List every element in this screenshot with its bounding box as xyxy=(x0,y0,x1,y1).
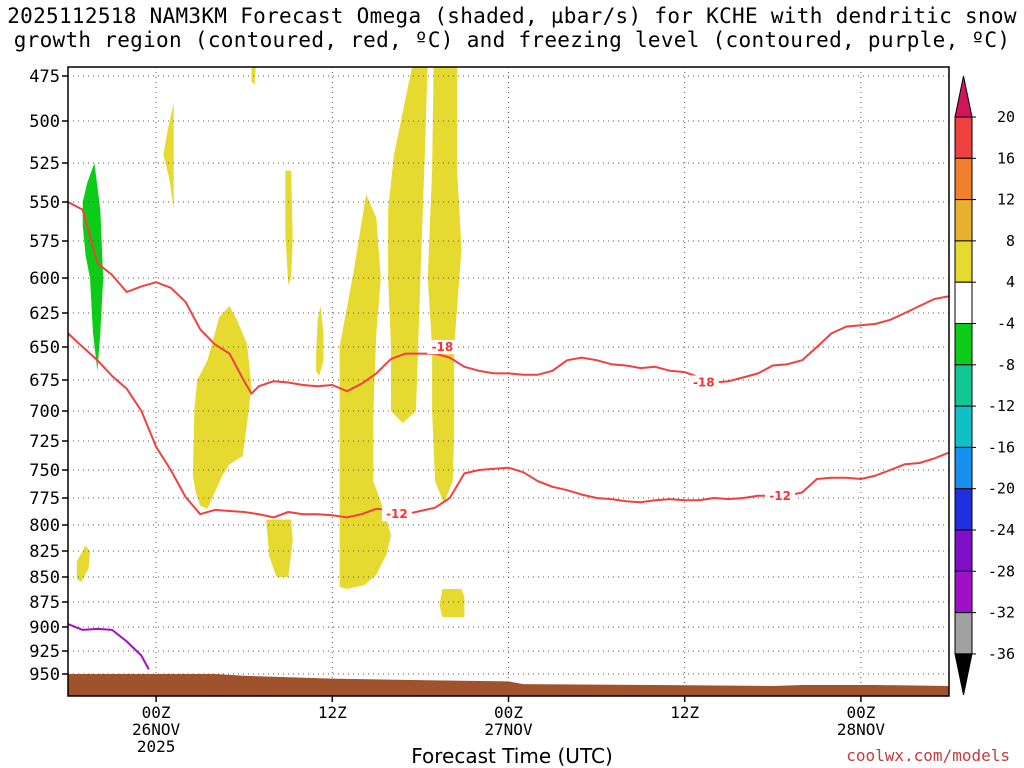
x-tick-label: 12Z xyxy=(670,703,699,722)
pressure-axis: 475 500 525 550 575 600 625 650 675 700 725 750 775 8… xyxy=(29,67,68,685)
contour-label-bg xyxy=(427,340,458,354)
colorbar-label: 4 xyxy=(1006,273,1015,291)
chart-title: 2025112518 NAM3KM Forecast Omega (shaded… xyxy=(0,4,1024,52)
colorbar-box-0 xyxy=(954,116,973,159)
x-tick-label: 12Z xyxy=(318,703,347,722)
x-tick-year: 2025 xyxy=(137,737,176,756)
y-tick-label: 550 xyxy=(29,193,60,213)
colorbar-box-10 xyxy=(954,529,973,572)
omega-region-5 xyxy=(285,170,293,285)
colorbar-box-11 xyxy=(954,570,973,614)
y-tick-label: 900 xyxy=(29,618,60,638)
contour-line-0 xyxy=(68,201,949,395)
contour-label: -18 xyxy=(432,340,454,354)
colorbar-box-4 xyxy=(954,281,973,325)
x-tick-label: 00Z xyxy=(142,703,171,722)
omega-region-11 xyxy=(82,163,104,371)
omega-shading-layer xyxy=(76,67,465,617)
y-tick-label: 825 xyxy=(29,542,60,562)
colorbar-label: -20 xyxy=(988,480,1015,498)
y-tick-label: 575 xyxy=(29,232,60,252)
y-tick-label: 650 xyxy=(29,338,60,358)
omega-region-2 xyxy=(427,67,462,504)
y-tick-label: 850 xyxy=(29,568,60,588)
colorbar-top-arrow xyxy=(954,75,973,118)
omega-region-7 xyxy=(192,306,252,509)
ground-fill xyxy=(68,674,949,696)
contour-label: -18 xyxy=(693,375,715,389)
omega-region-6 xyxy=(316,306,324,376)
colorbar-box-1 xyxy=(954,157,973,201)
colorbar-bottom-arrow xyxy=(954,653,973,696)
omega-region-0 xyxy=(339,194,391,589)
y-tick-label: 875 xyxy=(29,593,60,613)
y-tick-label: 525 xyxy=(29,154,60,174)
colorbar-box-12 xyxy=(954,612,973,655)
y-tick-label: 625 xyxy=(29,304,60,324)
contour-line-1 xyxy=(68,332,949,519)
colorbar-label: 8 xyxy=(1006,232,1015,250)
contour-label: -12 xyxy=(386,507,408,521)
contour-label-bg xyxy=(765,488,796,503)
colorbar-label: 16 xyxy=(997,149,1015,167)
omega-region-3 xyxy=(251,67,256,85)
contour-label: -12 xyxy=(769,489,791,503)
y-tick-label: 500 xyxy=(29,112,60,132)
y-tick-label: 750 xyxy=(29,461,60,481)
omega-region-9 xyxy=(76,545,90,582)
contour-label-bg xyxy=(688,375,719,390)
title-line-1: 2025112518 NAM3KM Forecast Omega (shaded… xyxy=(7,4,1017,28)
colorbar-box-6 xyxy=(954,364,973,407)
colorbar-label: 20 xyxy=(997,108,1015,126)
x-axis-label: Forecast Time (UTC) xyxy=(411,744,613,768)
omega-region-10 xyxy=(439,589,465,617)
title-line-2: growth region (contoured, red, ºC) and f… xyxy=(13,28,1011,52)
y-tick-label: 800 xyxy=(29,516,60,536)
colorbar-box-3 xyxy=(954,240,973,283)
omega-region-8 xyxy=(266,519,293,577)
colorbar-box-8 xyxy=(954,446,973,490)
y-tick-label: 950 xyxy=(29,665,60,685)
colorbar-label: -12 xyxy=(988,397,1015,415)
colorbar-label: -16 xyxy=(988,438,1015,456)
colorbar-label: -36 xyxy=(988,645,1015,663)
x-tick-label: 00Z xyxy=(494,703,523,722)
y-tick-label: 725 xyxy=(29,432,60,452)
colorbar-label: -8 xyxy=(997,356,1015,374)
y-tick-label: 600 xyxy=(29,269,60,289)
colorbar-label: -28 xyxy=(988,562,1015,580)
contour-line-2 xyxy=(68,623,150,670)
y-tick-label: 775 xyxy=(29,489,60,509)
colorbar-box-9 xyxy=(954,488,973,531)
contour-layer: -18 -18 -12 -12 xyxy=(68,201,949,670)
colorbar-label: -4 xyxy=(997,315,1015,333)
colorbar-label: -32 xyxy=(988,604,1015,622)
colorbar-label: 12 xyxy=(997,191,1015,209)
y-tick-label: 475 xyxy=(29,67,60,87)
omega-region-1 xyxy=(388,67,428,423)
x-tick-date: 28NOV xyxy=(837,720,886,739)
grid-layer xyxy=(68,67,949,696)
omega-colorbar: 20 16 12 8 4 -4 -8 -12 -16 -20 -24 -28 -32 -36 xyxy=(954,75,1015,696)
y-tick-label: 925 xyxy=(29,642,60,662)
colorbar-label: -24 xyxy=(988,521,1015,539)
y-tick-label: 675 xyxy=(29,371,60,391)
contour-label-bg xyxy=(381,507,412,522)
omega-region-4 xyxy=(163,103,174,210)
x-tick-date: 27NOV xyxy=(484,720,533,739)
colorbar-box-2 xyxy=(954,199,973,242)
y-tick-label: 700 xyxy=(29,402,60,422)
x-tick-date: 26NOV xyxy=(132,720,181,739)
x-tick-label: 00Z xyxy=(846,703,875,722)
ground-layer xyxy=(68,674,949,696)
colorbar-box-7 xyxy=(954,405,973,448)
credit-link[interactable]: coolwx.com/models xyxy=(846,746,1010,765)
colorbar-box-5 xyxy=(954,323,973,366)
